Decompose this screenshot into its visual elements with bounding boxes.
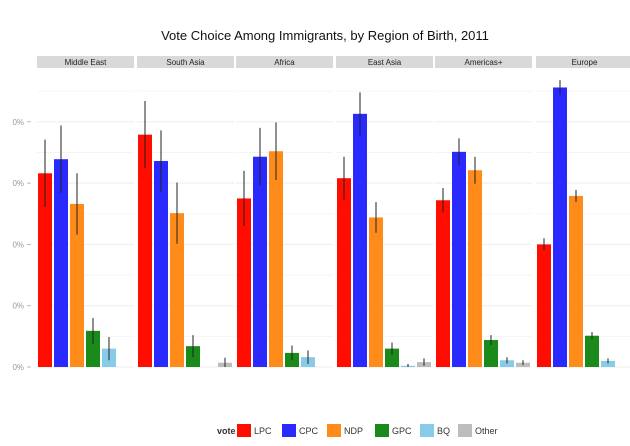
bar-gpc xyxy=(484,340,498,367)
bar-ndp xyxy=(70,203,84,367)
chart-title: Vote Choice Among Immigrants, by Region … xyxy=(161,28,489,43)
y-tick-label: 0% xyxy=(12,363,24,372)
strip-label: Middle East xyxy=(65,58,108,67)
panel-south-asia: South Asia xyxy=(137,56,234,368)
legend-swatch-lpc xyxy=(237,424,251,437)
bar-ndp xyxy=(569,195,583,367)
bar-gpc xyxy=(585,335,599,367)
panel-europe: Europe xyxy=(536,56,630,368)
bar-ndp xyxy=(269,151,283,367)
legend-swatch-cpc xyxy=(282,424,296,437)
strip-label: Americas+ xyxy=(464,58,502,67)
bar-cpc xyxy=(452,151,466,367)
strip-label: South Asia xyxy=(166,58,205,67)
strip-background xyxy=(137,56,234,68)
bar-cpc xyxy=(353,113,367,368)
strip-background xyxy=(236,56,333,68)
bar-bq xyxy=(500,360,514,367)
bar-bq xyxy=(601,360,615,367)
bar-lpc xyxy=(38,173,52,367)
strip-background xyxy=(536,56,630,68)
y-tick-label: 0% xyxy=(12,118,24,127)
panel-middle-east: Middle East xyxy=(37,56,134,368)
strip-label: East Asia xyxy=(368,58,402,67)
legend-swatch-other xyxy=(458,424,472,437)
legend-label-gpc: GPC xyxy=(392,426,412,436)
panel-east-asia: East Asia xyxy=(336,56,433,368)
legend-label-other: Other xyxy=(475,426,498,436)
bar-lpc xyxy=(237,198,251,367)
bar-ndp xyxy=(170,213,184,367)
legend-title: vote xyxy=(217,426,236,436)
legend-label-cpc: CPC xyxy=(299,426,319,436)
strip-label: Africa xyxy=(274,58,295,67)
strip-background xyxy=(336,56,433,68)
legend: vote LPC CPC NDP GPC BQ Other xyxy=(217,424,498,437)
y-axis: 0% 0% 0% 0% 0% xyxy=(12,118,31,372)
y-tick-label: 0% xyxy=(12,240,24,249)
strip-background xyxy=(37,56,134,68)
bar-cpc xyxy=(154,161,168,367)
legend-swatch-ndp xyxy=(327,424,341,437)
panels: Middle East South Asia Africa East Asia Amer… xyxy=(37,56,630,368)
strip-background xyxy=(435,56,532,68)
strip-label: Europe xyxy=(572,58,598,67)
bar-lpc xyxy=(436,200,450,367)
legend-label-lpc: LPC xyxy=(254,426,272,436)
bar-ndp xyxy=(468,170,482,367)
bar-ndp xyxy=(369,217,383,367)
legend-label-ndp: NDP xyxy=(344,426,363,436)
bar-cpc xyxy=(253,156,267,367)
legend-label-bq: BQ xyxy=(437,426,450,436)
panel-africa: Africa xyxy=(236,56,333,368)
bar-cpc xyxy=(54,159,68,367)
panel-americas-: Americas+ xyxy=(435,56,532,368)
y-tick-label: 0% xyxy=(12,179,24,188)
legend-swatch-gpc xyxy=(375,424,389,437)
legend-swatch-bq xyxy=(420,424,434,437)
bar-gpc xyxy=(86,330,100,367)
bar-lpc xyxy=(537,244,551,367)
bar-lpc xyxy=(138,134,152,367)
bar-lpc xyxy=(337,178,351,367)
y-tick-label: 0% xyxy=(12,302,24,311)
bar-gpc xyxy=(385,348,399,367)
bar-cpc xyxy=(553,87,567,368)
